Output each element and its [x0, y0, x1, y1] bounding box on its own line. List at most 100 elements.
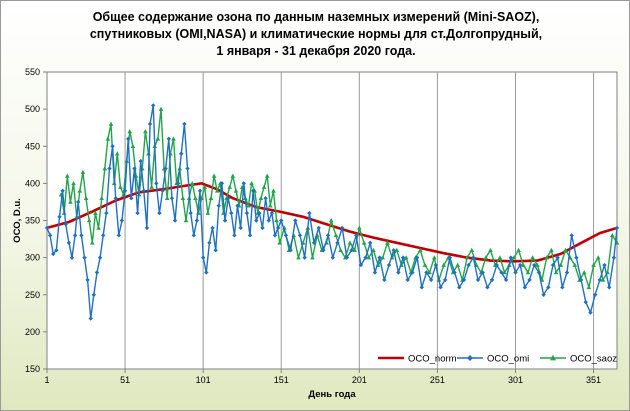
- data-point-OCO_omi: [72, 233, 78, 238]
- data-point-OCO_omi: [119, 218, 125, 223]
- legend: OCO_norm OCO_omi OCO_saoz: [378, 354, 617, 365]
- data-point-OCO_omi: [204, 270, 209, 275]
- legend-label-OCO_saoz: OCO_saoz: [570, 354, 617, 365]
- data-point-OCO_saoz: [230, 173, 236, 178]
- data-point-OCO_omi: [583, 299, 588, 305]
- data-point-OCO_omi: [260, 225, 265, 231]
- data-point-OCO_omi: [457, 285, 462, 290]
- data-point-OCO_saoz: [488, 247, 493, 252]
- data-point-OCO_omi: [386, 262, 392, 268]
- data-point-OCO_omi: [316, 225, 321, 231]
- data-point-OCO_omi: [216, 203, 221, 208]
- data-point-OCO_saoz: [563, 247, 568, 252]
- data-point-OCO_omi: [503, 277, 509, 283]
- data-point-OCO_saoz: [130, 143, 136, 149]
- data-point-OCO_saoz: [261, 184, 267, 189]
- x-tick-label: 51: [120, 375, 130, 385]
- data-point-OCO_saoz: [211, 173, 217, 178]
- y-axis-title: ОСО, D.u.: [12, 198, 23, 243]
- data-point-OCO_omi: [104, 210, 109, 216]
- data-point-OCO_omi: [150, 103, 156, 108]
- data-point-OCO_omi: [51, 251, 56, 257]
- series-OCO_omi: [44, 103, 620, 321]
- data-point-OCO_saoz: [268, 203, 273, 208]
- data-point-OCO_saoz: [333, 232, 339, 238]
- data-point-OCO_omi: [597, 277, 603, 283]
- data-point-OCO_omi: [541, 292, 546, 297]
- data-point-OCO_omi: [207, 240, 212, 245]
- data-point-OCO_saoz: [274, 218, 279, 223]
- data-point-OCO_omi: [344, 255, 350, 260]
- data-point-OCO_omi: [144, 225, 150, 231]
- data-point-OCO_saoz: [455, 262, 461, 267]
- chart-title-line-1: Общее содержание озона по данным наземны…: [92, 10, 540, 24]
- data-point-OCO_omi: [197, 188, 203, 193]
- data-point-OCO_omi: [283, 233, 289, 238]
- data-point-OCO_omi: [69, 255, 75, 260]
- data-point-OCO_omi: [97, 255, 103, 260]
- data-point-OCO_omi: [494, 262, 499, 268]
- data-point-OCO_omi: [175, 181, 181, 186]
- data-point-OCO_omi: [414, 255, 420, 260]
- axes: 1 51 101 151 201 251 301 3511502002503003504004…: [25, 67, 601, 385]
- data-point-OCO_omi: [433, 262, 439, 268]
- data-point-OCO_omi: [325, 233, 331, 238]
- data-point-OCO_saoz: [86, 218, 92, 223]
- data-point-OCO_saoz: [171, 136, 176, 141]
- data-point-OCO_saoz: [143, 129, 148, 134]
- data-point-OCO_saoz: [258, 195, 264, 201]
- data-point-OCO_saoz: [189, 180, 195, 186]
- data-point-OCO_saoz: [214, 188, 220, 193]
- chart-title-line-2: спутниковых (OMI,NASA) и климатические н…: [89, 27, 543, 41]
- data-point-OCO_saoz: [310, 255, 315, 260]
- data-point-OCO_saoz: [108, 121, 114, 126]
- data-point-OCO_saoz: [249, 180, 254, 186]
- series-OCO_norm: [46, 182, 618, 263]
- data-point-OCO_omi: [157, 210, 162, 216]
- y-tick-label: 500: [25, 104, 40, 114]
- data-point-OCO_omi: [160, 188, 165, 193]
- data-point-OCO_omi: [499, 270, 504, 275]
- data-point-OCO_omi: [225, 196, 231, 201]
- legend-item-OCO_norm: OCO_norm: [378, 354, 457, 365]
- data-point-OCO_omi: [532, 262, 537, 268]
- data-point-OCO_omi: [307, 210, 312, 216]
- y-tick-label: 450: [25, 141, 40, 151]
- data-point-OCO_saoz: [71, 180, 76, 186]
- data-point-OCO_omi: [546, 285, 551, 290]
- data-point-OCO_omi: [182, 121, 187, 127]
- data-point-OCO_omi: [466, 262, 471, 268]
- data-point-OCO_saoz: [158, 106, 164, 111]
- data-point-OCO_omi: [154, 181, 159, 186]
- data-point-OCO_omi: [269, 210, 275, 216]
- data-point-OCO_saoz: [80, 169, 86, 175]
- data-point-OCO_omi: [471, 255, 476, 260]
- data-point-OCO_saoz: [118, 184, 123, 189]
- data-point-OCO_saoz: [549, 247, 554, 252]
- data-point-OCO_omi: [116, 233, 122, 238]
- y-tick-label: 350: [25, 216, 40, 226]
- data-point-OCO_omi: [293, 218, 298, 223]
- data-point-OCO_omi: [94, 270, 100, 275]
- data-point-OCO_saoz: [516, 247, 521, 252]
- data-point-OCO_omi: [311, 240, 317, 245]
- x-tick-label: 151: [274, 375, 289, 385]
- y-tick-label: 550: [25, 67, 40, 77]
- data-point-OCO_omi: [517, 262, 523, 268]
- data-point-OCO_saoz: [227, 184, 233, 189]
- data-point-OCO_saoz: [525, 270, 531, 275]
- data-point-OCO_omi: [522, 285, 528, 290]
- data-point-OCO_omi: [141, 188, 147, 193]
- data-point-OCO_omi: [489, 277, 495, 283]
- data-point-OCO_omi: [391, 248, 396, 253]
- data-point-OCO_saoz: [164, 195, 170, 201]
- data-point-OCO_omi: [513, 270, 518, 275]
- y-tick-label: 150: [25, 364, 40, 374]
- data-point-OCO_omi: [113, 196, 118, 201]
- data-point-OCO_omi: [60, 188, 65, 193]
- data-point-OCO_saoz: [422, 262, 428, 267]
- data-point-OCO_omi: [275, 225, 281, 231]
- data-point-OCO_omi: [368, 240, 373, 245]
- data-point-OCO_omi: [85, 277, 90, 283]
